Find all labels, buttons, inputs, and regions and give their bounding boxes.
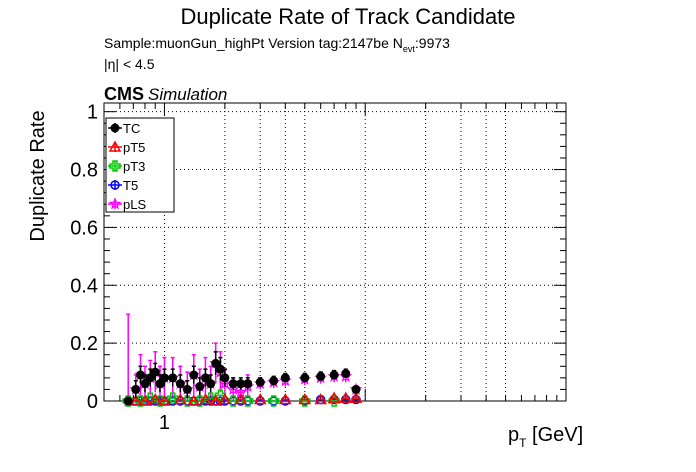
data-point <box>150 367 160 377</box>
data-point <box>123 396 133 406</box>
data-point <box>341 369 351 379</box>
data-point <box>110 180 120 190</box>
data-point <box>228 379 238 389</box>
data-point <box>129 394 143 406</box>
data-point <box>280 373 290 383</box>
data-point <box>339 391 353 403</box>
data-point <box>253 393 267 405</box>
x-tick-label: 1 <box>159 412 170 434</box>
data-point <box>131 384 141 394</box>
data-point <box>140 379 150 389</box>
data-layer <box>121 313 363 407</box>
subtitle-nevt-subscript: evt <box>402 43 415 54</box>
data-point <box>110 123 120 133</box>
cms-label-group: CMS Simulation <box>104 84 227 105</box>
data-point <box>327 391 341 403</box>
y-tick-label: 0.2 <box>70 333 98 355</box>
data-point <box>159 373 169 383</box>
legend-label: T5 <box>123 178 138 193</box>
data-point <box>234 393 248 405</box>
subtitle-nevt-value: :9973 <box>414 35 450 51</box>
data-point <box>189 370 199 380</box>
grid-layer <box>104 103 566 402</box>
data-point <box>182 384 192 394</box>
data-point <box>148 393 162 405</box>
data-point <box>226 382 240 395</box>
data-point <box>269 376 279 386</box>
data-point <box>349 391 363 403</box>
y-tick-label: 1 <box>87 102 98 124</box>
data-point <box>158 394 171 406</box>
chart-subtitle-eta: |η| < 4.5 <box>104 56 155 72</box>
data-point <box>145 373 155 383</box>
series-pt5 <box>129 391 363 406</box>
data-point <box>199 393 212 405</box>
legend-label: pT5 <box>123 140 145 155</box>
data-point <box>300 373 310 383</box>
data-point <box>206 379 216 389</box>
data-point <box>328 395 340 407</box>
data-point <box>316 371 326 381</box>
data-point <box>243 379 253 389</box>
y-tick-label: 0 <box>87 391 98 413</box>
y-tick-label: 0.6 <box>70 217 98 239</box>
legend-box <box>105 117 175 213</box>
cms-label: CMS <box>104 84 144 104</box>
series-pls <box>121 313 363 407</box>
data-point <box>351 384 361 394</box>
data-point <box>138 394 152 406</box>
legend: TC pT5 pT3 T5 pLS <box>105 117 175 213</box>
chart-title: Duplicate Rate of Track Candidate <box>180 4 516 29</box>
data-point <box>109 160 121 172</box>
y-tick-label: 0.4 <box>70 275 98 297</box>
data-point <box>195 382 205 392</box>
data-point <box>175 379 185 389</box>
data-point <box>209 394 222 406</box>
data-point <box>220 373 230 383</box>
data-point <box>108 197 122 210</box>
y-axis-label: Duplicate Rate <box>27 110 49 241</box>
data-point <box>168 373 178 383</box>
data-point <box>329 370 339 380</box>
x-axis-label-main: p <box>508 424 519 446</box>
chart-subtitle-sample: Sample:muonGun_highPt Version tag:2147be… <box>104 35 450 54</box>
data-point <box>218 393 232 405</box>
simulation-label: Simulation <box>148 85 228 104</box>
x-axis-label: pT [GeV] <box>508 424 583 450</box>
data-point <box>314 393 327 405</box>
data-point <box>298 393 312 405</box>
series-tc <box>123 351 361 406</box>
data-point <box>255 377 265 387</box>
data-point <box>174 393 187 405</box>
data-point <box>108 140 122 152</box>
x-axis-label-unit: [GeV] <box>526 424 583 446</box>
subtitle-sample-text: Sample:muonGun_highPt Version tag:2147be… <box>104 35 403 51</box>
y-tick-label: 0.8 <box>70 160 98 182</box>
data-point <box>187 394 201 406</box>
x-axis-label-sub: T <box>519 436 527 450</box>
legend-label: TC <box>123 121 140 136</box>
data-point <box>279 393 292 405</box>
data-point <box>267 395 280 407</box>
data-point <box>200 373 210 383</box>
legend-label: pT3 <box>123 159 145 174</box>
legend-label: pLS <box>123 197 146 212</box>
